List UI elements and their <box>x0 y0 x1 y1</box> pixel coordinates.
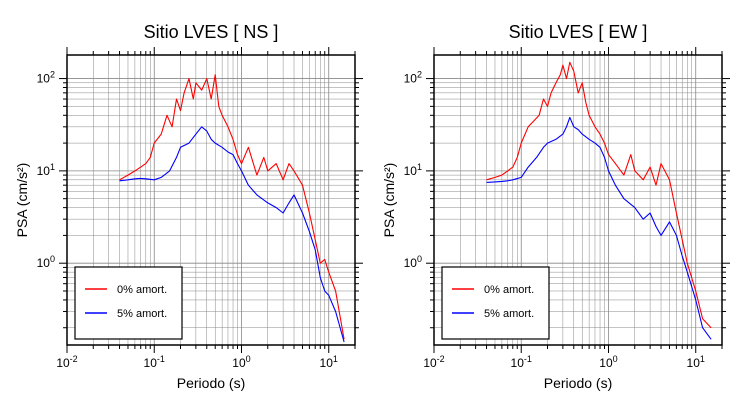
y-tick-label: 102 <box>404 70 422 86</box>
legend: 0% amort. 5% amort. <box>74 266 183 340</box>
series-line-0 <box>486 61 712 329</box>
legend-label-1: 5% amort. <box>117 308 167 320</box>
x-tick-label: 10-2 <box>56 354 77 370</box>
x-tick-label: 10-2 <box>423 354 444 370</box>
x-axis-label: Periodo (s) <box>177 375 245 391</box>
x-tick-label: 10-1 <box>511 354 532 370</box>
y-tick-label: 102 <box>37 70 55 86</box>
y-axis-label: PSA (cm/s²) <box>14 163 30 238</box>
chart-panel-1: 10-2 10-1 100 101 100 101 102 Sitio LVES [ EW ]… <box>381 22 730 391</box>
x-tick-label: 100 <box>599 354 617 370</box>
y-tick-label: 100 <box>404 254 422 270</box>
legend-label-1: 5% amort. <box>484 308 534 320</box>
y-tick-label: 101 <box>37 162 55 178</box>
y-axis-label: PSA (cm/s²) <box>381 163 397 238</box>
x-axis-label: Periodo (s) <box>544 375 612 391</box>
chart-title: Sitio LVES [ NS ] <box>144 22 279 42</box>
legend-box <box>441 266 550 340</box>
y-tick-label: 101 <box>404 162 422 178</box>
y-tick-label: 100 <box>37 254 55 270</box>
chart-panel-0: 10-2 10-1 100 101 100 101 102 Sitio LVES [ NS ]… <box>14 22 363 391</box>
series-line-1 <box>486 116 712 340</box>
plot-frame <box>66 54 356 346</box>
legend-label-0: 0% amort. <box>484 284 534 296</box>
legend: 0% amort. 5% amort. <box>441 266 550 340</box>
legend-box <box>74 266 183 340</box>
series-line-0 <box>119 74 345 340</box>
series-line-1 <box>119 126 345 343</box>
chart-title: Sitio LVES [ EW ] <box>509 22 648 42</box>
x-tick-label: 101 <box>687 354 705 370</box>
legend-label-0: 0% amort. <box>117 284 167 296</box>
x-tick-label: 100 <box>232 354 250 370</box>
x-tick-label: 10-1 <box>144 354 165 370</box>
plot-frame <box>433 54 723 346</box>
x-tick-label: 101 <box>320 354 338 370</box>
